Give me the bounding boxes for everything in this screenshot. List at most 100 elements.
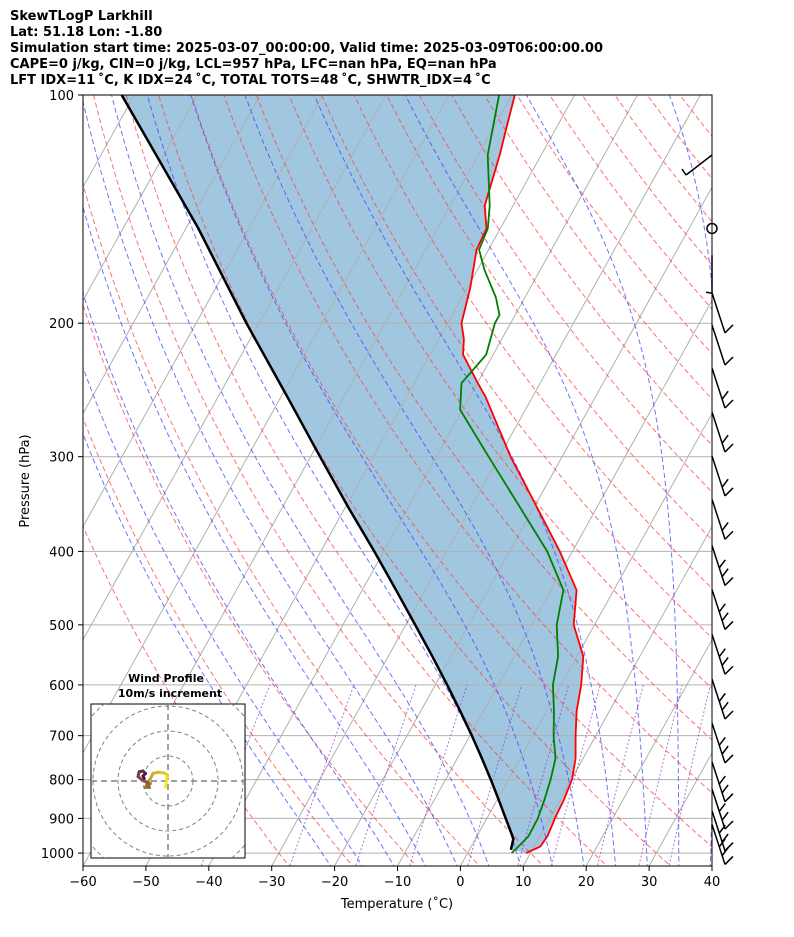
isotherm--10 — [397, 299, 712, 866]
x-tick-label: 0 — [456, 875, 464, 890]
x-axis: −60 −50 −40 −30 −20 −10 0 10 20 30 40 — [69, 866, 720, 890]
y-axis-label: Pressure (hPa) — [18, 434, 33, 527]
y-axis: 100 200 300 400 500 600 700 800 900 1000 — [41, 89, 83, 862]
wind-barb — [711, 810, 734, 852]
wind-barb — [711, 788, 734, 830]
y-tick-label: 600 — [49, 679, 74, 694]
dry-adiabat — [190, 95, 712, 848]
hodograph-subtitle: 10m/s increment — [118, 687, 222, 700]
dry-adiabat — [581, 95, 712, 266]
moist-adiabat — [83, 291, 395, 866]
wind-barb — [711, 761, 734, 803]
mixing-ratio-line — [668, 684, 711, 866]
mixing-ratio-line — [550, 684, 601, 866]
isotherm--30 — [271, 95, 701, 866]
isotherm--140 — [0, 95, 8, 866]
cape-cin-fill — [121, 95, 584, 854]
dewpoint-line — [459, 95, 565, 854]
simulation-time-line: Simulation start time: 2025-03-07_00:00:… — [10, 41, 603, 56]
profiles — [120, 95, 585, 854]
hodograph-segment — [141, 774, 146, 780]
moist-adiabat — [190, 95, 553, 866]
dry-adiabat — [679, 95, 712, 137]
mixing-ratio-line — [355, 684, 417, 866]
y-tick-label: 200 — [49, 317, 74, 332]
dry-adiabats — [83, 95, 712, 866]
x-tick-label: −20 — [321, 875, 348, 890]
y-tick-label: 1000 — [41, 847, 74, 862]
y-tick-label: 100 — [49, 89, 74, 104]
location-line: Lat: 51.18 Lon: -1.80 — [10, 25, 163, 40]
hodograph-ring — [117, 730, 219, 832]
wind-barb — [711, 292, 734, 334]
mixing-ratio-line — [596, 684, 644, 866]
moist-adiabat — [83, 366, 363, 866]
wind-barb — [711, 545, 734, 587]
dry-adiabat — [353, 95, 712, 590]
y-tick-label: 300 — [49, 451, 74, 466]
wind-barb — [711, 411, 734, 453]
mixing-ratio-line — [517, 684, 570, 866]
dry-adiabat — [83, 525, 290, 866]
moist-adiabat — [83, 432, 332, 866]
isotherm--90 — [83, 95, 324, 528]
isotherm--100 — [83, 95, 261, 415]
dry-adiabat — [418, 95, 712, 493]
wind-barb — [711, 324, 734, 366]
dry-adiabat — [451, 95, 712, 446]
dry-adiabat — [93, 95, 545, 866]
wind-barbs — [681, 154, 734, 865]
y-tick-label: 700 — [49, 730, 74, 745]
moist-adiabats — [83, 95, 712, 866]
isotherm--40 — [208, 95, 638, 866]
moist-adiabat — [668, 95, 712, 866]
dry-adiabat — [255, 95, 712, 741]
y-tick-label: 500 — [49, 619, 74, 634]
cin-area — [121, 95, 584, 854]
wind-barb — [711, 634, 734, 675]
isotherm-0 — [459, 412, 712, 866]
x-tick-label: −50 — [132, 875, 159, 890]
wind-barb — [711, 678, 734, 720]
x-tick-label: −40 — [195, 875, 222, 890]
indices-line: LFT IDX=11 ˚C, K IDX=24 ˚C, TOTAL TOTS=4… — [10, 73, 491, 88]
wind-barb — [711, 367, 734, 409]
cape-line: CAPE=0 j/kg, CIN=0 j/kg, LCL=957 hPa, LF… — [10, 57, 497, 72]
mixing-ratio-line — [409, 684, 468, 866]
x-tick-label: 30 — [641, 875, 658, 890]
wind-barb — [681, 154, 713, 176]
isotherm--110 — [83, 95, 198, 302]
mixing-ratio-lines — [200, 684, 711, 866]
dry-adiabat — [288, 95, 712, 690]
moist-adiabat — [111, 95, 490, 866]
x-tick-label: 10 — [515, 875, 532, 890]
isobar-gridlines — [83, 95, 712, 854]
wind-barb-calm — [706, 222, 718, 235]
x-tick-label: −30 — [258, 875, 285, 890]
isotherm--80 — [83, 95, 387, 641]
x-tick-label: 20 — [578, 875, 595, 890]
mixing-ratio-line — [289, 684, 355, 866]
dry-adiabat — [386, 95, 712, 541]
x-axis-label: Temperature (˚C) — [340, 896, 453, 912]
y-tick-label: 400 — [49, 545, 74, 560]
wind-barb — [705, 255, 713, 294]
mixing-ratio-line — [638, 684, 683, 866]
isotherm--20 — [334, 186, 712, 866]
hodograph-title: Wind Profile — [128, 672, 204, 685]
chart-title: SkewTLogP Larkhill — [10, 9, 153, 24]
x-tick-label: −60 — [69, 875, 96, 890]
y-tick-label: 800 — [49, 774, 74, 789]
wind-barb — [711, 589, 734, 630]
moist-adiabat — [83, 205, 427, 866]
wind-barb — [711, 722, 734, 764]
dry-adiabat — [83, 182, 481, 866]
dry-adiabat — [83, 303, 417, 866]
x-tick-label: −10 — [384, 875, 411, 890]
wind-barb — [711, 455, 734, 497]
isotherm--130 — [0, 95, 71, 866]
moist-adiabat — [83, 99, 458, 866]
x-tick-label: 40 — [704, 875, 721, 890]
wind-barb — [711, 499, 734, 540]
